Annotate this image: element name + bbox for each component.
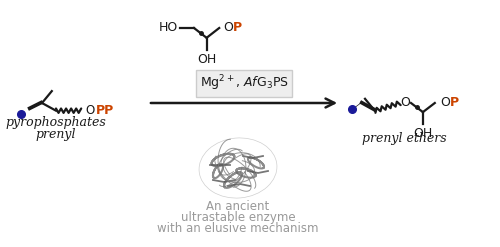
Text: Mg$^{2+}$, $\it{Af}$G$_3$PS: Mg$^{2+}$, $\it{Af}$G$_3$PS	[200, 73, 288, 93]
Text: P: P	[450, 97, 459, 109]
Text: OH: OH	[414, 127, 432, 140]
Text: O: O	[85, 104, 94, 117]
Text: PP: PP	[96, 104, 114, 117]
Text: An ancient: An ancient	[206, 200, 270, 213]
Text: O: O	[223, 21, 233, 35]
Text: O: O	[400, 97, 410, 109]
Text: O: O	[440, 97, 450, 109]
Text: prenyl ethers: prenyl ethers	[362, 132, 446, 145]
Text: ultrastable enzyme: ultrastable enzyme	[180, 211, 296, 224]
Text: prenyl: prenyl	[36, 128, 76, 141]
Text: P: P	[233, 21, 242, 35]
Text: pyrophosphates: pyrophosphates	[5, 116, 106, 129]
Text: HO: HO	[159, 21, 178, 35]
Text: with an elusive mechanism: with an elusive mechanism	[157, 222, 319, 235]
Text: OH: OH	[197, 53, 216, 66]
